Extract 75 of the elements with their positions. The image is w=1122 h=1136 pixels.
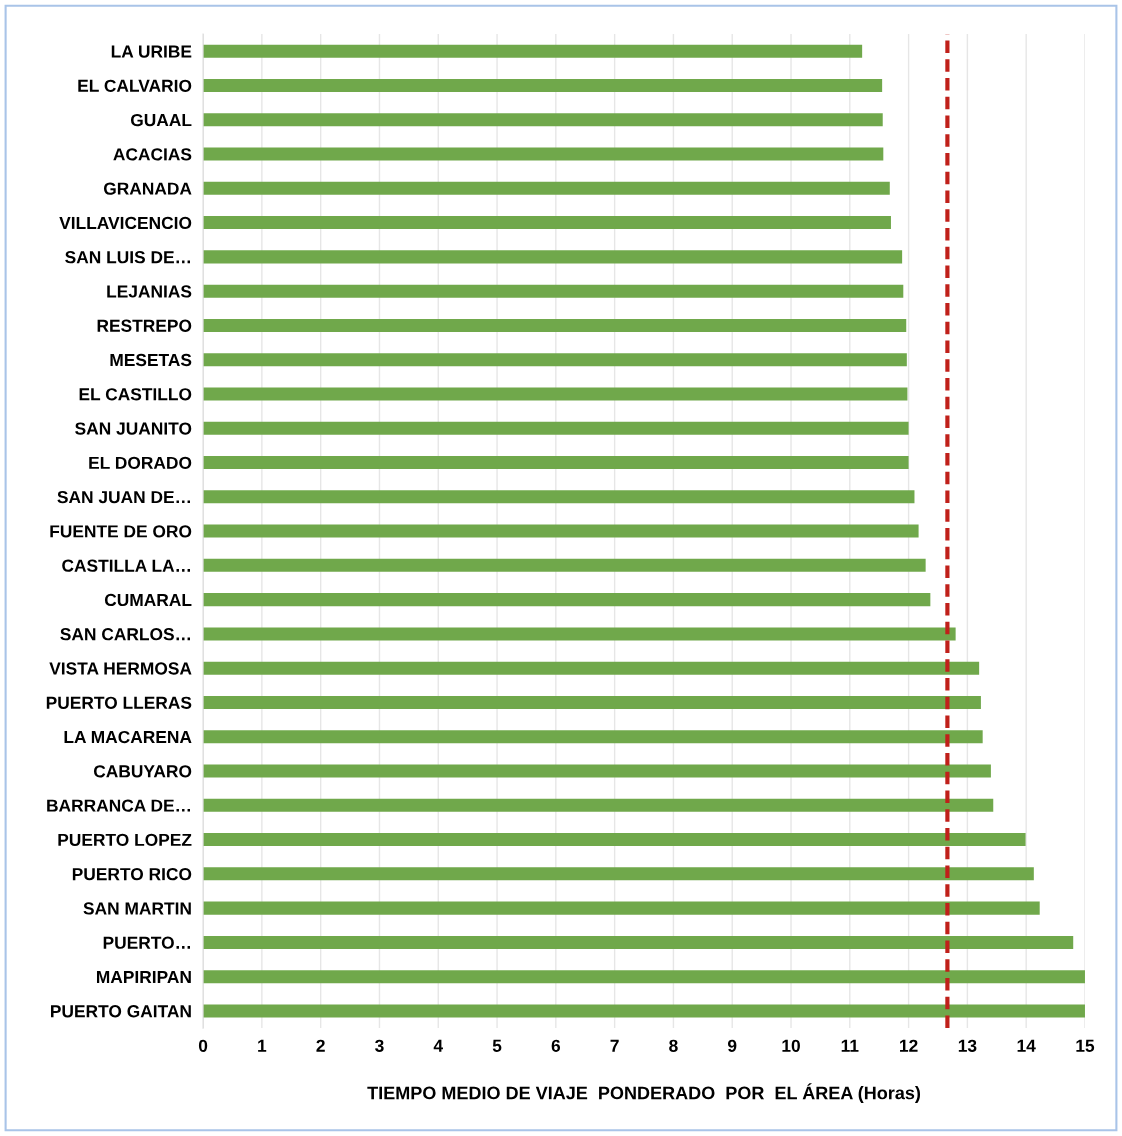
y-tick-label: MESETAS — [110, 353, 192, 367]
bar — [203, 901, 1040, 915]
y-tick-label: RESTREPO — [97, 319, 192, 332]
y-tick-label: VILLAVICENCIO — [59, 216, 192, 230]
y-tick-label: MAPIRIPAN — [96, 971, 191, 983]
y-tick-label: EL CALVARIO — [78, 79, 192, 92]
y-tick-label: LA URIBE — [111, 45, 192, 58]
y-tick-label: VISTA HERMOSA — [49, 662, 192, 675]
bar — [203, 284, 904, 298]
bar — [203, 181, 890, 195]
y-tick-label: CUMARAL — [104, 593, 192, 607]
bar — [203, 970, 1085, 984]
bar — [203, 833, 1026, 847]
bar — [203, 764, 991, 778]
y-tick-label: LA MACARENA — [64, 730, 192, 744]
y-tick-label: ACACIAS — [113, 148, 192, 161]
y-tick-label: EL CASTILLO — [79, 388, 192, 401]
y-tick-label: BARRANCA DE… — [47, 799, 190, 812]
bar — [203, 353, 907, 367]
bar — [203, 421, 909, 435]
bar — [203, 627, 956, 641]
y-tick-label: PUERTO RICO — [72, 868, 192, 881]
x-tick-label: 14 — [1017, 1039, 1036, 1052]
y-tick-label: CABUYARO — [93, 765, 192, 778]
bar — [203, 661, 980, 675]
y-tick-label: GUAAL — [130, 113, 192, 127]
x-tick-label: 3 — [375, 1039, 384, 1052]
x-tick-label: 12 — [900, 1039, 918, 1052]
x-tick-label: 6 — [551, 1039, 561, 1052]
y-tick-label: PUERTO LOPEZ — [58, 833, 192, 847]
x-tick-label: 13 — [958, 1039, 977, 1052]
x-tick-label: 15 — [1076, 1039, 1095, 1052]
bar — [203, 78, 883, 93]
bar — [203, 490, 915, 504]
x-tick-label: 2 — [316, 1039, 325, 1052]
bar — [203, 250, 903, 264]
bar — [203, 1004, 1085, 1018]
y-tick-label: FUENTE DE ORO — [50, 525, 192, 538]
y-tick-label: EL DORADO — [89, 456, 192, 469]
bar — [203, 456, 909, 470]
y-tick-label: CASTILLA LA… — [62, 559, 191, 572]
x-tick-label: 1 — [258, 1039, 267, 1052]
x-tick-label: 4 — [433, 1039, 443, 1052]
x-tick-label: 0 — [198, 1039, 208, 1052]
x-axis-title: TIEMPO MEDIO DE VIAJE PONDERADO POR EL ÁREA (Horas) — [367, 1083, 921, 1103]
bar — [203, 695, 981, 709]
bar — [203, 524, 919, 538]
y-tick-label: SAN CARLOS… — [60, 628, 190, 641]
y-tick-label: PUERTO LLERAS — [46, 696, 192, 709]
bar — [203, 44, 863, 58]
y-tick-label: SAN JUANITO — [75, 422, 192, 435]
x-tick-label: 5 — [492, 1039, 502, 1052]
y-tick-label: SAN JUAN DE… — [57, 490, 190, 504]
bar — [203, 798, 994, 812]
x-tick-label: 11 — [841, 1039, 859, 1052]
bar — [203, 593, 931, 607]
y-tick-label: GRANADA — [103, 182, 192, 195]
bar — [203, 867, 1034, 881]
bar — [203, 318, 907, 332]
y-tick-label: SAN LUIS DE… — [65, 251, 190, 264]
x-tick-label: 7 — [610, 1039, 619, 1052]
bar — [203, 558, 926, 572]
bar — [203, 147, 884, 161]
bar — [203, 387, 908, 401]
y-tick-label: LEJANIAS — [107, 285, 192, 298]
x-tick-label: 8 — [669, 1039, 678, 1052]
y-tick-label: PUERTO GAITAN — [51, 1005, 191, 1018]
bar — [203, 730, 983, 744]
bar — [203, 216, 891, 230]
y-tick-label: PUERTO… — [103, 936, 190, 949]
y-tick-label: SAN MARTIN — [83, 902, 191, 915]
bar — [203, 113, 883, 127]
x-tick-label: 10 — [782, 1039, 800, 1052]
x-tick-label: 9 — [727, 1039, 737, 1052]
bar — [203, 935, 1074, 949]
